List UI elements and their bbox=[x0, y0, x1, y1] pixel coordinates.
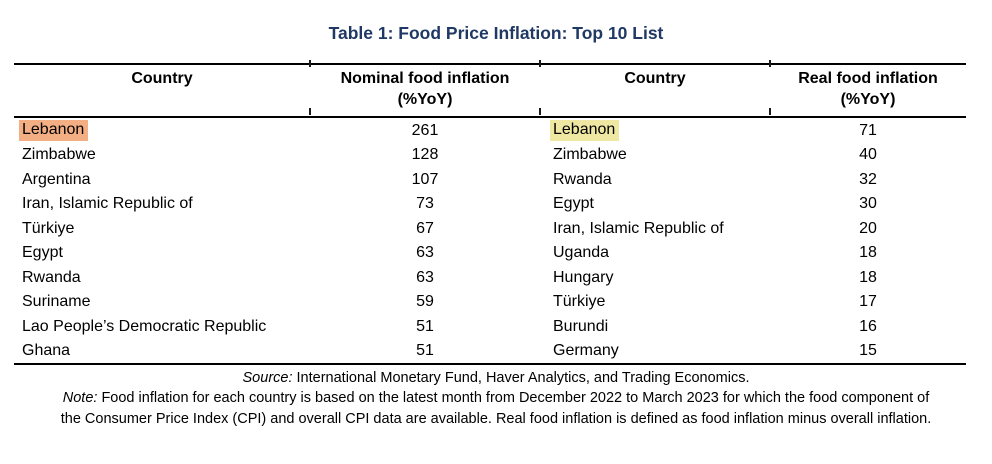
header-country-nominal: Country bbox=[14, 64, 310, 118]
table-row: Türkiye 67 Iran, Islamic Republic of 20 bbox=[14, 216, 966, 241]
nominal-value-cell: 63 bbox=[416, 244, 434, 262]
page: Table 1: Food Price Inflation: Top 10 Li… bbox=[0, 21, 992, 464]
source-text: International Monetary Fund, Haver Analy… bbox=[292, 370, 750, 386]
header-nominal-line1: Nominal food inflation bbox=[340, 70, 510, 87]
table-header: Country Nominal food inflation (%YoY) Co… bbox=[14, 64, 966, 118]
table-row: Argentina 107 Rwanda 32 bbox=[14, 167, 966, 192]
nominal-country-cell: Türkiye bbox=[22, 219, 75, 237]
header-real-line2: (%YoY) bbox=[840, 91, 896, 108]
note-line-1: Note: Food inflation for each country is… bbox=[0, 388, 992, 409]
nominal-country-cell: Lao People’s Democratic Republic bbox=[22, 317, 267, 335]
column-divider-tick bbox=[309, 60, 311, 67]
nominal-country-cell: Ghana bbox=[22, 342, 71, 360]
table-row: Iran, Islamic Republic of 73 Egypt 30 bbox=[14, 192, 966, 217]
real-value-cell: 16 bbox=[859, 317, 877, 335]
nominal-country-cell: Zimbabwe bbox=[22, 146, 96, 164]
header-real-inflation: Real food inflation (%YoY) bbox=[770, 64, 966, 118]
table-row: Rwanda 63 Hungary 18 bbox=[14, 265, 966, 290]
nominal-country-cell: Egypt bbox=[22, 244, 63, 262]
table-body: Lebanon 261 Lebanon 71 Zimbabwe 128 Zimbabwe 40… bbox=[14, 117, 966, 364]
table-container: Country Nominal food inflation (%YoY) Co… bbox=[14, 60, 966, 365]
column-divider-tick bbox=[539, 108, 541, 115]
note-line-2: the Consumer Price Index (CPI) and overa… bbox=[0, 409, 992, 430]
nominal-value-cell: 261 bbox=[411, 121, 439, 139]
column-divider-tick bbox=[539, 60, 541, 67]
real-country-cell: Iran, Islamic Republic of bbox=[553, 219, 724, 237]
nominal-value-cell: 59 bbox=[416, 293, 434, 311]
real-value-cell: 18 bbox=[859, 244, 877, 262]
real-value-cell: 20 bbox=[859, 219, 877, 237]
note-block: Note: Food inflation for each country is… bbox=[0, 388, 992, 430]
column-divider-tick bbox=[309, 108, 311, 115]
note-text-2: the Consumer Price Index (CPI) and overa… bbox=[60, 411, 932, 427]
table-row: Lao People’s Democratic Republic 51 Burund… bbox=[14, 314, 966, 339]
nominal-value-cell: 63 bbox=[416, 268, 434, 286]
nominal-country-cell: Rwanda bbox=[22, 268, 81, 286]
nominal-country-cell: Suriname bbox=[22, 293, 91, 311]
header-nominal-line2: (%YoY) bbox=[397, 91, 453, 108]
source-line: Source: International Monetary Fund, Hav… bbox=[0, 368, 992, 388]
nominal-value-cell: 67 bbox=[416, 219, 434, 237]
nominal-value-cell: 128 bbox=[411, 146, 439, 164]
real-value-cell: 30 bbox=[859, 195, 877, 213]
nominal-value-cell: 51 bbox=[416, 342, 434, 360]
note-text-1: Food inflation for each country is based… bbox=[97, 390, 930, 406]
table-row: Lebanon 261 Lebanon 71 bbox=[14, 117, 966, 143]
real-country-cell: Rwanda bbox=[553, 170, 612, 188]
nominal-country-cell: Argentina bbox=[22, 170, 91, 188]
table-row: Suriname 59 Türkiye 17 bbox=[14, 290, 966, 315]
header-country-real: Country bbox=[540, 64, 770, 118]
highlighted-country: Lebanon bbox=[19, 120, 89, 142]
column-divider-tick bbox=[769, 60, 771, 67]
real-country-cell: Zimbabwe bbox=[553, 146, 627, 164]
table-row: Ghana 51 Germany 15 bbox=[14, 339, 966, 365]
real-value-cell: 32 bbox=[859, 170, 877, 188]
real-value-cell: 71 bbox=[859, 121, 877, 139]
nominal-country-cell: Iran, Islamic Republic of bbox=[22, 195, 193, 213]
real-country-cell: Hungary bbox=[553, 268, 614, 286]
highlighted-country: Lebanon bbox=[550, 120, 620, 142]
table-row: Egypt 63 Uganda 18 bbox=[14, 241, 966, 266]
table-row: Zimbabwe 128 Zimbabwe 40 bbox=[14, 143, 966, 168]
real-country-cell: Uganda bbox=[553, 244, 610, 262]
note-label: Note: bbox=[62, 390, 98, 406]
nominal-value-cell: 51 bbox=[416, 317, 434, 335]
table-title: Table 1: Food Price Inflation: Top 10 Li… bbox=[328, 23, 664, 43]
header-real-line1: Real food inflation bbox=[798, 70, 938, 87]
real-value-cell: 15 bbox=[859, 342, 877, 360]
nominal-country-cell: Lebanon bbox=[14, 117, 310, 143]
nominal-value-cell: 73 bbox=[416, 195, 434, 213]
real-country-cell: Germany bbox=[553, 342, 619, 360]
column-divider-tick bbox=[769, 108, 771, 115]
nominal-value-cell: 107 bbox=[411, 170, 439, 188]
header-nominal-inflation: Nominal food inflation (%YoY) bbox=[310, 64, 540, 118]
source-label: Source: bbox=[242, 370, 293, 386]
real-value-cell: 40 bbox=[859, 146, 877, 164]
real-country-cell: Türkiye bbox=[553, 293, 606, 311]
food-inflation-table: Country Nominal food inflation (%YoY) Co… bbox=[14, 63, 966, 365]
real-value-cell: 18 bbox=[859, 268, 877, 286]
real-country-cell: Burundi bbox=[553, 317, 609, 335]
real-country-cell: Lebanon bbox=[540, 117, 770, 143]
real-value-cell: 17 bbox=[859, 293, 877, 311]
real-country-cell: Egypt bbox=[553, 195, 594, 213]
header-row: Country Nominal food inflation (%YoY) Co… bbox=[14, 64, 966, 118]
